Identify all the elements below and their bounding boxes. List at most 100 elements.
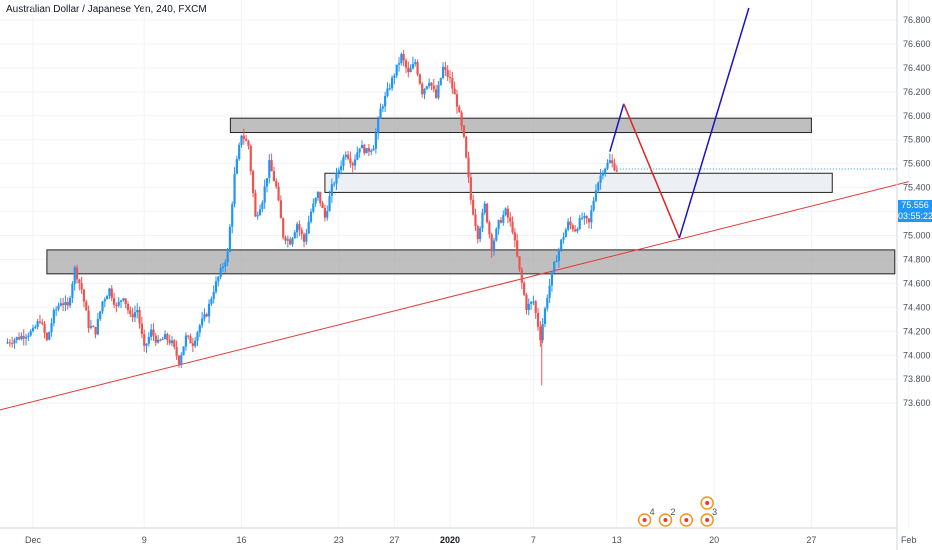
candle-body bbox=[68, 298, 72, 306]
candle-body bbox=[157, 339, 160, 343]
candle-body bbox=[92, 326, 95, 328]
candle-body bbox=[606, 162, 609, 169]
candle-body bbox=[168, 340, 171, 344]
event-marker[interactable] bbox=[700, 496, 714, 510]
candle-body bbox=[140, 323, 143, 335]
candle-body bbox=[539, 326, 542, 341]
candle-body bbox=[309, 211, 313, 222]
candle-body bbox=[18, 337, 21, 340]
x-tick-label: 27 bbox=[389, 535, 399, 545]
event-count: 2 bbox=[670, 507, 675, 517]
countdown-tag: 03:55:22 bbox=[898, 211, 932, 222]
candle-body bbox=[52, 310, 55, 324]
candle-body bbox=[96, 318, 99, 335]
candle-body bbox=[416, 62, 419, 75]
candle-body bbox=[50, 323, 53, 333]
x-tick-label: 27 bbox=[806, 535, 816, 545]
y-tick-label: 75.400 bbox=[903, 183, 931, 193]
event-marker[interactable]: 4 bbox=[637, 507, 655, 527]
candle-body bbox=[608, 160, 611, 163]
candle-body bbox=[349, 158, 352, 164]
candle-body bbox=[548, 285, 551, 298]
candle-body bbox=[615, 170, 618, 172]
candle-body bbox=[210, 299, 213, 304]
candle-body bbox=[15, 337, 18, 340]
candle-body bbox=[516, 240, 519, 257]
candle-body bbox=[469, 177, 472, 200]
candle-body bbox=[546, 297, 549, 309]
candle-body bbox=[240, 135, 243, 145]
candle-body bbox=[453, 88, 456, 95]
candle-body bbox=[145, 343, 148, 346]
candle-body bbox=[138, 310, 141, 324]
candle-body bbox=[370, 150, 373, 152]
candle-body bbox=[82, 289, 86, 302]
candle-body bbox=[523, 282, 526, 295]
candle-body bbox=[284, 237, 287, 241]
sr-zone bbox=[46, 249, 896, 275]
candle-body bbox=[435, 89, 438, 98]
candle-body bbox=[333, 183, 336, 185]
candle-body bbox=[36, 321, 39, 327]
candle-body bbox=[497, 220, 500, 229]
candle-body bbox=[212, 291, 215, 300]
candle-body bbox=[465, 136, 468, 158]
candle-body bbox=[599, 175, 602, 183]
candle-body bbox=[321, 203, 324, 208]
candle-body bbox=[201, 318, 204, 326]
candle-body bbox=[34, 326, 37, 328]
candle-body bbox=[194, 340, 197, 346]
candle-body bbox=[191, 343, 194, 346]
candle-body bbox=[94, 326, 97, 335]
candle-body bbox=[367, 148, 371, 152]
candle-body bbox=[228, 226, 232, 252]
candle-body bbox=[231, 204, 234, 227]
candle-body bbox=[289, 239, 292, 245]
candle-body bbox=[150, 329, 153, 337]
x-tick-label: 20 bbox=[709, 535, 719, 545]
candle-body bbox=[226, 251, 229, 263]
candle-body bbox=[525, 294, 528, 310]
candle-body bbox=[270, 160, 273, 172]
candle-body bbox=[108, 288, 111, 297]
candle-body bbox=[20, 335, 23, 340]
candle-body bbox=[328, 196, 331, 212]
candle-body bbox=[428, 82, 431, 87]
candle-body bbox=[342, 157, 345, 167]
candle-body bbox=[390, 77, 394, 89]
candle-body bbox=[124, 298, 127, 304]
event-count: 3 bbox=[712, 507, 717, 517]
candle-body bbox=[103, 299, 106, 302]
candle-body bbox=[319, 191, 322, 204]
candle-body bbox=[62, 303, 65, 306]
candle-body bbox=[43, 323, 46, 333]
candle-body bbox=[71, 283, 74, 299]
candle-body bbox=[536, 312, 540, 327]
candle-body bbox=[203, 314, 206, 319]
candle-body bbox=[574, 229, 577, 232]
event-marker[interactable]: 2 bbox=[658, 507, 675, 527]
candle-body bbox=[184, 335, 187, 347]
candle-body bbox=[351, 163, 354, 166]
candle-body bbox=[126, 303, 130, 311]
candle-body bbox=[534, 301, 537, 313]
candle-body bbox=[604, 168, 607, 174]
x-tick-label: Feb bbox=[901, 535, 917, 545]
y-tick-label: 76.400 bbox=[903, 63, 931, 73]
candle-body bbox=[323, 207, 326, 218]
candle-body bbox=[99, 311, 102, 319]
y-tick-label: 76.000 bbox=[903, 111, 931, 121]
event-marker[interactable]: 3 bbox=[700, 507, 717, 527]
candle-body bbox=[393, 75, 396, 78]
candle-body bbox=[235, 159, 238, 174]
candle-body bbox=[75, 267, 79, 280]
event-marker[interactable] bbox=[679, 513, 694, 527]
candle-body bbox=[511, 221, 514, 233]
candle-body bbox=[115, 304, 118, 306]
candle-body bbox=[562, 237, 565, 240]
event-dot bbox=[642, 518, 647, 522]
candle-body bbox=[439, 77, 442, 85]
candle-body bbox=[358, 148, 361, 153]
